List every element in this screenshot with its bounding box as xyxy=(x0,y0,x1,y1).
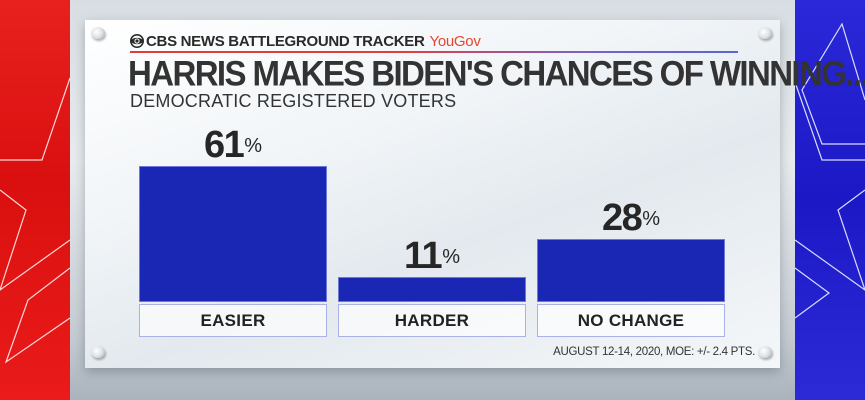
category-label-no-change: NO CHANGE xyxy=(537,304,725,337)
bar-value-harder: 11% xyxy=(404,235,460,277)
star-outline-decoration-icon xyxy=(0,77,70,364)
red-side-panel xyxy=(0,0,70,400)
bar-value-easier: 61% xyxy=(203,124,263,166)
survey-footnote: AUGUST 12-14, 2020, MOE: +/- 2.4 PTS. xyxy=(553,346,755,358)
cbs-eye-logo-icon xyxy=(130,34,144,48)
partner-logo: YouGov xyxy=(429,32,481,50)
corner-pin-icon xyxy=(91,346,105,358)
brand-name: CBS NEWS BATTLEGROUND TRACKER xyxy=(146,32,425,50)
blue-side-panel xyxy=(795,0,865,400)
chart-title: HARRIS MAKES BIDEN'S CHANCES OF WINNING.… xyxy=(128,53,865,93)
brand-rule xyxy=(130,51,738,53)
brand-line: CBS NEWS BATTLEGROUND TRACKER YouGov xyxy=(130,32,481,50)
corner-pin-icon xyxy=(758,27,772,39)
bar-harder xyxy=(338,277,526,302)
bar-value-no-change: 28% xyxy=(601,197,661,239)
bar-no-change xyxy=(537,239,725,302)
category-label-easier: EASIER xyxy=(139,304,327,337)
category-label-harder: HARDER xyxy=(338,304,526,337)
star-outline-decoration-icon xyxy=(795,22,865,319)
chart-subtitle: DEMOCRATIC REGISTERED VOTERS xyxy=(130,91,457,111)
bar-easier xyxy=(139,166,327,302)
corner-pin-icon xyxy=(758,346,772,358)
corner-pin-icon xyxy=(91,27,105,39)
